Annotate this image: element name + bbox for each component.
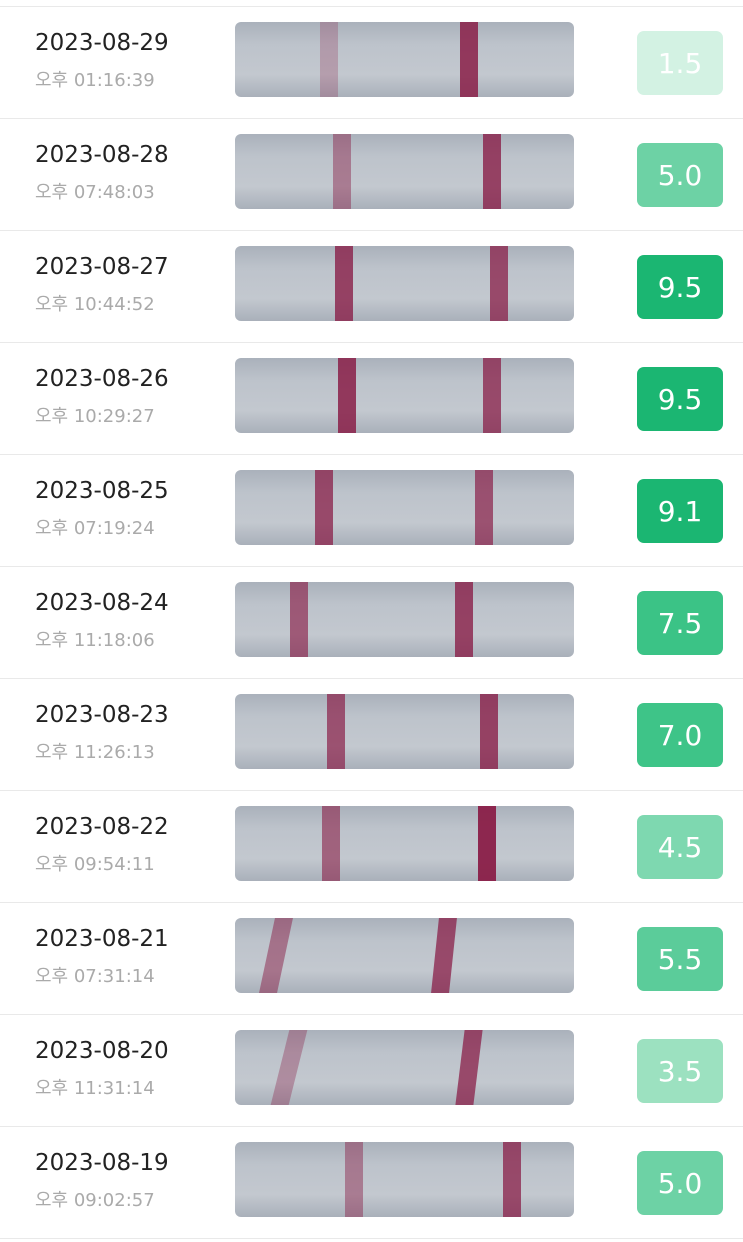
separator [0,1238,743,1239]
time: 오후 09:54:11 [35,854,155,875]
test-line [455,1030,483,1105]
control-line [333,134,351,209]
test-line [475,470,493,545]
control-line [335,246,353,321]
score-badge[interactable]: 9.5 [637,255,723,319]
time: 오후 07:48:03 [35,182,155,203]
test-line [483,358,501,433]
separator [0,230,743,231]
date: 2023-08-27 [35,254,169,280]
date: 2023-08-20 [35,1038,169,1064]
date: 2023-08-24 [35,590,169,616]
test-line [478,806,496,881]
score-badge[interactable]: 9.5 [637,367,723,431]
separator [0,1126,743,1127]
score-badge[interactable]: 4.5 [637,815,723,879]
test-strip-image [235,22,574,97]
test-line [431,918,457,993]
score-badge[interactable]: 1.5 [637,31,723,95]
control-line [259,918,293,993]
date: 2023-08-21 [35,926,169,952]
test-strip-image [235,1030,574,1105]
test-strip-image [235,470,574,545]
score-badge[interactable]: 5.0 [637,143,723,207]
score-badge[interactable]: 9.1 [637,479,723,543]
separator [0,902,743,903]
score-badge[interactable]: 7.5 [637,591,723,655]
time: 오후 07:31:14 [35,966,155,987]
test-strip-image [235,582,574,657]
test-strip-image [235,246,574,321]
date: 2023-08-23 [35,702,169,728]
score-badge[interactable]: 7.0 [637,703,723,767]
test-strip-image [235,694,574,769]
separator [0,118,743,119]
control-line [315,470,333,545]
test-line [480,694,498,769]
score-badge[interactable]: 5.5 [637,927,723,991]
separator [0,1014,743,1015]
separator [0,454,743,455]
separator [0,342,743,343]
score-badge[interactable]: 3.5 [637,1039,723,1103]
test-strip-image [235,1142,574,1217]
date: 2023-08-26 [35,366,169,392]
test-line [503,1142,521,1217]
separator [0,566,743,567]
date: 2023-08-29 [35,30,169,56]
time: 오후 09:02:57 [35,1190,155,1211]
test-line [490,246,508,321]
time: 오후 07:19:24 [35,518,155,539]
test-strip-image [235,918,574,993]
time: 오후 01:16:39 [35,70,155,91]
time: 오후 11:18:06 [35,630,155,651]
control-line [327,694,345,769]
date: 2023-08-19 [35,1150,169,1176]
test-line [483,134,501,209]
time: 오후 10:44:52 [35,294,155,315]
time: 오후 11:31:14 [35,1078,155,1099]
test-line [460,22,478,97]
date: 2023-08-22 [35,814,169,840]
date: 2023-08-28 [35,142,169,168]
test-strip-image [235,358,574,433]
time: 오후 10:29:27 [35,406,155,427]
control-line [345,1142,363,1217]
date: 2023-08-25 [35,478,169,504]
test-line [455,582,473,657]
control-line [290,582,308,657]
test-strip-image [235,806,574,881]
time: 오후 11:26:13 [35,742,155,763]
score-badge[interactable]: 5.0 [637,1151,723,1215]
separator [0,678,743,679]
separator [0,6,743,7]
control-line [270,1030,308,1105]
control-line [322,806,340,881]
control-line [320,22,338,97]
separator [0,790,743,791]
control-line [338,358,356,433]
test-strip-image [235,134,574,209]
